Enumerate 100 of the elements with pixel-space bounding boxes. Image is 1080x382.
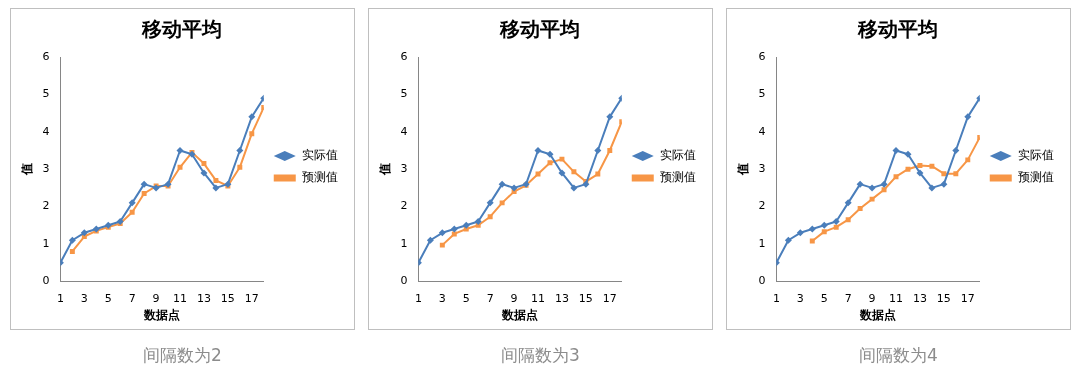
- point: [176, 147, 184, 154]
- y-tick-label: 5: [400, 87, 408, 101]
- point: [212, 184, 220, 192]
- point: [200, 169, 208, 177]
- point: [892, 147, 900, 154]
- text: 间隔数为2: [142, 344, 223, 367]
- chart-title: 移动平均: [856, 17, 938, 42]
- point: [474, 218, 482, 226]
- x-tick-label: 15: [936, 291, 951, 305]
- point: [559, 156, 565, 162]
- y-tick-label: 3: [758, 162, 766, 176]
- y-axis-title: 值: [378, 163, 393, 177]
- y-tick-label: 4: [400, 124, 408, 138]
- y-tick-label: 0: [42, 274, 50, 288]
- point: [213, 177, 219, 183]
- point: [80, 229, 88, 237]
- point: [237, 164, 243, 170]
- point: [426, 236, 434, 244]
- text: 间隔数为3: [500, 344, 581, 367]
- x-tick-label: 17: [960, 291, 975, 305]
- point: [941, 171, 947, 177]
- point: [594, 147, 602, 154]
- y-tick-label: 2: [758, 199, 766, 213]
- y-tick-label: 6: [400, 49, 408, 63]
- point: [486, 199, 494, 207]
- y-tick-label: 5: [42, 87, 50, 101]
- x-axis-title: 数据点: [859, 307, 897, 322]
- x-tick-label: 15: [220, 291, 235, 305]
- legend-label: 实际值: [1017, 148, 1054, 163]
- x-axis-title: 数据点: [501, 307, 539, 322]
- x-tick-label: 3: [796, 291, 804, 305]
- point: [606, 113, 614, 121]
- x-tick-label: 7: [128, 291, 136, 305]
- x-tick-label: 5: [462, 291, 470, 305]
- point: [69, 249, 75, 254]
- point: [129, 209, 135, 215]
- point: [570, 184, 578, 192]
- point: [236, 147, 244, 154]
- point: [582, 180, 590, 188]
- point: [917, 162, 923, 168]
- point: [845, 217, 851, 223]
- point: [952, 147, 960, 154]
- point: [916, 169, 924, 177]
- point: [784, 236, 792, 244]
- point: [964, 113, 972, 121]
- point: [510, 184, 518, 192]
- legend-label: 预测值: [659, 170, 696, 185]
- y-tick-label: 1: [400, 236, 408, 250]
- y-tick-label: 2: [42, 199, 50, 213]
- point: [534, 147, 542, 154]
- legend-label: 预测值: [301, 170, 338, 185]
- y-axis-title: 值: [736, 163, 751, 177]
- x-tick-label: 5: [820, 291, 828, 305]
- legend-label: 实际值: [659, 148, 696, 163]
- x-tick-label: 13: [554, 291, 569, 305]
- x-tick-label: 1: [56, 291, 64, 305]
- x-tick-label: 11: [531, 291, 546, 305]
- point: [498, 180, 506, 188]
- point: [451, 231, 457, 237]
- x-tick-label: 13: [196, 291, 211, 305]
- point: [462, 221, 470, 229]
- point: [821, 229, 827, 235]
- point: [546, 150, 554, 158]
- point: [808, 225, 816, 233]
- x-tick-label: 9: [510, 291, 518, 305]
- x-tick-label: 1: [414, 291, 422, 305]
- x-tick-label: 11: [889, 291, 904, 305]
- y-tick-label: 6: [42, 49, 50, 63]
- point: [595, 171, 601, 177]
- point: [965, 157, 971, 163]
- point: [880, 180, 888, 188]
- point: [928, 184, 936, 192]
- point: [450, 225, 458, 233]
- x-tick-label: 7: [486, 291, 494, 305]
- chart-title: 移动平均: [140, 17, 222, 42]
- point: [141, 191, 147, 196]
- x-tick-label: 17: [244, 291, 259, 305]
- y-tick-label: 6: [758, 49, 766, 63]
- point: [571, 169, 577, 175]
- x-tick-label: 9: [152, 291, 160, 305]
- point: [487, 214, 493, 220]
- x-tick-label: 17: [602, 291, 617, 305]
- y-tick-label: 4: [42, 124, 50, 138]
- x-tick-label: 11: [173, 291, 188, 305]
- text: 间隔数为4: [858, 344, 939, 367]
- point: [820, 221, 828, 229]
- point: [68, 236, 76, 244]
- y-tick-label: 3: [42, 162, 50, 176]
- y-tick-label: 5: [758, 87, 766, 101]
- x-tick-label: 15: [578, 291, 593, 305]
- x-tick-label: 7: [844, 291, 852, 305]
- point: [438, 229, 446, 237]
- y-tick-label: 2: [400, 199, 408, 213]
- point: [856, 180, 864, 188]
- point: [140, 180, 148, 188]
- point: [832, 218, 840, 226]
- point: [868, 184, 876, 192]
- point: [128, 199, 136, 207]
- point: [558, 169, 566, 177]
- point: [249, 131, 255, 137]
